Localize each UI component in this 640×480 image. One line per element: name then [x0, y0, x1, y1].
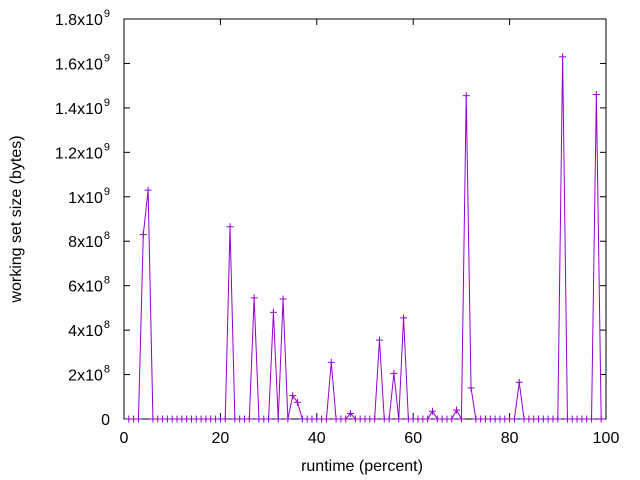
data-point-marker [390, 369, 398, 377]
y-tick-label-base: 1x10 [68, 190, 103, 207]
data-point-marker [279, 295, 287, 303]
y-tick-label-base: 1.8x10 [55, 12, 103, 29]
y-tick-label: 1x109 [68, 186, 110, 207]
y-tick-label: 1.8x109 [55, 8, 110, 29]
data-point-marker [597, 415, 605, 423]
y-tick-label-base: 2x10 [68, 368, 103, 385]
x-tick-label: 80 [501, 430, 519, 447]
data-point-marker [274, 415, 282, 423]
y-tick-label: 2x108 [68, 364, 110, 385]
data-point-marker [510, 415, 518, 423]
plot-border [123, 18, 607, 420]
data-point-marker [289, 392, 297, 400]
y-tick-label-exponent: 8 [104, 364, 110, 376]
data-point-marker [134, 415, 142, 423]
y-tick-label-exponent: 8 [104, 319, 110, 331]
data-point-marker [226, 223, 234, 231]
y-tick-label-exponent: 9 [104, 97, 110, 109]
data-point-marker [395, 415, 403, 423]
data-point-marker [467, 384, 475, 392]
data-point-marker [371, 415, 379, 423]
y-tick-label: 8x108 [68, 230, 110, 251]
data-point-marker [342, 415, 350, 423]
series-line [128, 56, 602, 421]
y-tick-label-exponent: 9 [104, 8, 110, 20]
y-tick-label: 1.2x109 [55, 141, 110, 162]
data-point-marker [327, 358, 335, 366]
x-tick-label: 40 [308, 430, 326, 447]
data-point-marker [322, 415, 330, 423]
x-tick-label: 60 [404, 430, 422, 447]
data-point-marker [265, 415, 273, 423]
x-axis-label: runtime (percent) [301, 458, 423, 475]
data-point-marker [592, 91, 600, 99]
y-tick-label: 1.6x109 [55, 52, 110, 73]
y-tick-label: 6x108 [68, 275, 110, 296]
x-tick-label: 20 [212, 430, 230, 447]
y-axis-ticks: 02x1084x1086x1088x1081x1091.2x1091.4x109… [55, 8, 606, 429]
y-tick-label-base: 1.6x10 [55, 56, 103, 73]
y-tick-label: 1.4x109 [55, 97, 110, 118]
y-tick-label-exponent: 8 [104, 275, 110, 287]
x-axis-ticks: 0 20 40 60 80 100 [120, 19, 620, 447]
data-point-marker [385, 415, 393, 423]
data-point-marker [559, 53, 567, 61]
data-point-marker [453, 406, 461, 414]
y-tick-label-exponent: 9 [104, 52, 110, 64]
data-point-marker [428, 407, 436, 415]
data-point-marker [245, 415, 253, 423]
y-tick-label: 4x108 [68, 319, 110, 340]
data-point-marker [462, 92, 470, 100]
data-point-marker [294, 398, 302, 406]
y-axis-label: working set size (bytes) [8, 135, 25, 303]
data-point-marker [424, 415, 432, 423]
y-tick-label-base: 0 [101, 412, 110, 429]
y-tick-label-base: 1.2x10 [55, 145, 103, 162]
data-point-marker [250, 294, 258, 302]
data-point-marker [144, 186, 152, 194]
data-point-marker [448, 415, 456, 423]
x-tick-label: 0 [120, 430, 129, 447]
y-tick-label-exponent: 9 [104, 141, 110, 153]
y-tick-label-exponent: 9 [104, 186, 110, 198]
data-point-marker [554, 415, 562, 423]
data-point-marker [221, 415, 229, 423]
y-tick-label-base: 1.4x10 [55, 101, 103, 118]
data-point-marker [139, 231, 147, 239]
data-point-marker [515, 378, 523, 386]
data-point-marker [284, 415, 292, 423]
y-tick-label: 0 [101, 412, 110, 429]
data-point-marker [347, 409, 355, 417]
data-point-marker [588, 415, 596, 423]
data-point-marker [400, 314, 408, 322]
y-tick-label-exponent: 8 [104, 230, 110, 242]
data-point-marker [457, 415, 465, 423]
data-point-marker [375, 336, 383, 344]
y-tick-label-base: 6x10 [68, 279, 103, 296]
data-point-marker [269, 308, 277, 316]
x-tick-label: 100 [593, 430, 620, 447]
y-tick-label-base: 8x10 [68, 234, 103, 251]
plot-frame [123, 18, 607, 420]
series-group [125, 53, 605, 423]
y-tick-label-base: 4x10 [68, 323, 103, 340]
